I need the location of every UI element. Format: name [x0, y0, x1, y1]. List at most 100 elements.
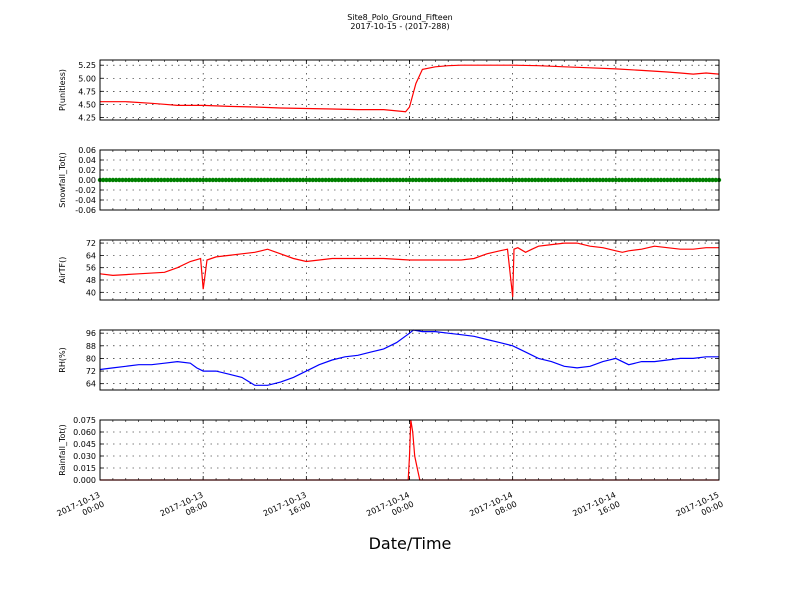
data-point — [339, 177, 344, 183]
data-point — [507, 177, 512, 183]
data-point — [317, 177, 322, 183]
y-tick-label: 5.25 — [78, 61, 96, 70]
data-point — [516, 177, 522, 183]
data-point — [246, 177, 251, 183]
data-point — [242, 177, 248, 183]
data-point — [626, 177, 631, 183]
data-point — [313, 177, 319, 183]
data-point — [681, 177, 686, 183]
data-point — [207, 177, 212, 183]
y-tick-label: 4.25 — [78, 113, 96, 122]
y-axis-label: P(unitless) — [58, 69, 67, 111]
data-point — [707, 177, 712, 183]
data-point — [375, 177, 380, 183]
data-point — [420, 177, 425, 183]
data-point — [562, 177, 567, 183]
data-point — [165, 177, 170, 183]
y-tick-label: 72 — [86, 367, 96, 376]
data-point — [155, 177, 161, 183]
data-point — [610, 177, 615, 183]
data-point — [442, 177, 448, 183]
data-point — [462, 177, 467, 183]
data-point — [678, 177, 683, 183]
y-tick-label: -0.04 — [75, 196, 96, 205]
y-tick-label: 0.075 — [73, 416, 96, 425]
data-point — [265, 177, 270, 183]
data-point — [510, 177, 515, 183]
data-point — [600, 177, 606, 183]
data-point — [223, 177, 228, 183]
data-point — [607, 177, 612, 183]
data-point — [281, 177, 286, 183]
data-point — [613, 177, 619, 183]
data-point — [136, 177, 141, 183]
y-tick-label: 0.000 — [73, 476, 96, 485]
data-point — [139, 177, 145, 183]
data-point — [378, 177, 383, 183]
data-point — [581, 177, 586, 183]
data-point — [262, 177, 267, 183]
data-point — [233, 177, 238, 183]
data-point — [410, 177, 415, 183]
data-point — [194, 177, 199, 183]
data-point — [700, 177, 706, 183]
data-point — [449, 177, 454, 183]
data-point — [413, 177, 419, 183]
data-point — [445, 177, 451, 183]
data-point — [587, 177, 593, 183]
data-point — [365, 177, 370, 183]
data-point — [639, 177, 644, 183]
data-point — [304, 177, 309, 183]
data-point — [620, 177, 625, 183]
data-point — [513, 177, 519, 183]
y-tick-label: 0.04 — [78, 156, 96, 165]
data-point — [117, 177, 122, 183]
data-point — [423, 177, 428, 183]
data-point — [545, 177, 551, 183]
data-point — [465, 177, 470, 183]
data-point — [249, 177, 254, 183]
data-point — [603, 177, 609, 183]
data-point — [258, 177, 264, 183]
data-point — [697, 177, 702, 183]
data-point — [539, 177, 544, 183]
data-point — [220, 177, 225, 183]
data-point — [342, 177, 348, 183]
panel-4: 64 72 80 88 96 RH(%) — [58, 329, 720, 391]
y-tick-label: 40 — [86, 288, 96, 297]
data-point — [555, 177, 561, 183]
data-point — [213, 177, 219, 183]
data-point — [120, 177, 125, 183]
data-point — [200, 177, 206, 183]
data-point — [597, 177, 602, 183]
series-line — [99, 329, 719, 386]
data-point — [307, 177, 312, 183]
data-point — [533, 177, 538, 183]
data-point — [387, 177, 393, 183]
data-point — [645, 177, 651, 183]
y-axis-label: AirTF() — [58, 257, 67, 284]
data-point — [436, 177, 441, 183]
data-point — [300, 177, 306, 183]
y-tick-label: 80 — [86, 354, 96, 363]
data-point — [278, 177, 283, 183]
y-tick-label: 5.00 — [78, 74, 96, 83]
data-point — [652, 177, 657, 183]
data-point — [310, 177, 315, 183]
data-point — [113, 177, 119, 183]
data-point — [571, 177, 577, 183]
data-point — [142, 177, 148, 183]
data-point — [204, 177, 209, 183]
y-axis-label: RH(%) — [58, 347, 67, 372]
data-point — [288, 177, 293, 183]
data-point — [687, 177, 693, 183]
y-tick-label: 0.060 — [73, 428, 96, 437]
data-point — [391, 177, 396, 183]
data-point — [565, 177, 570, 183]
